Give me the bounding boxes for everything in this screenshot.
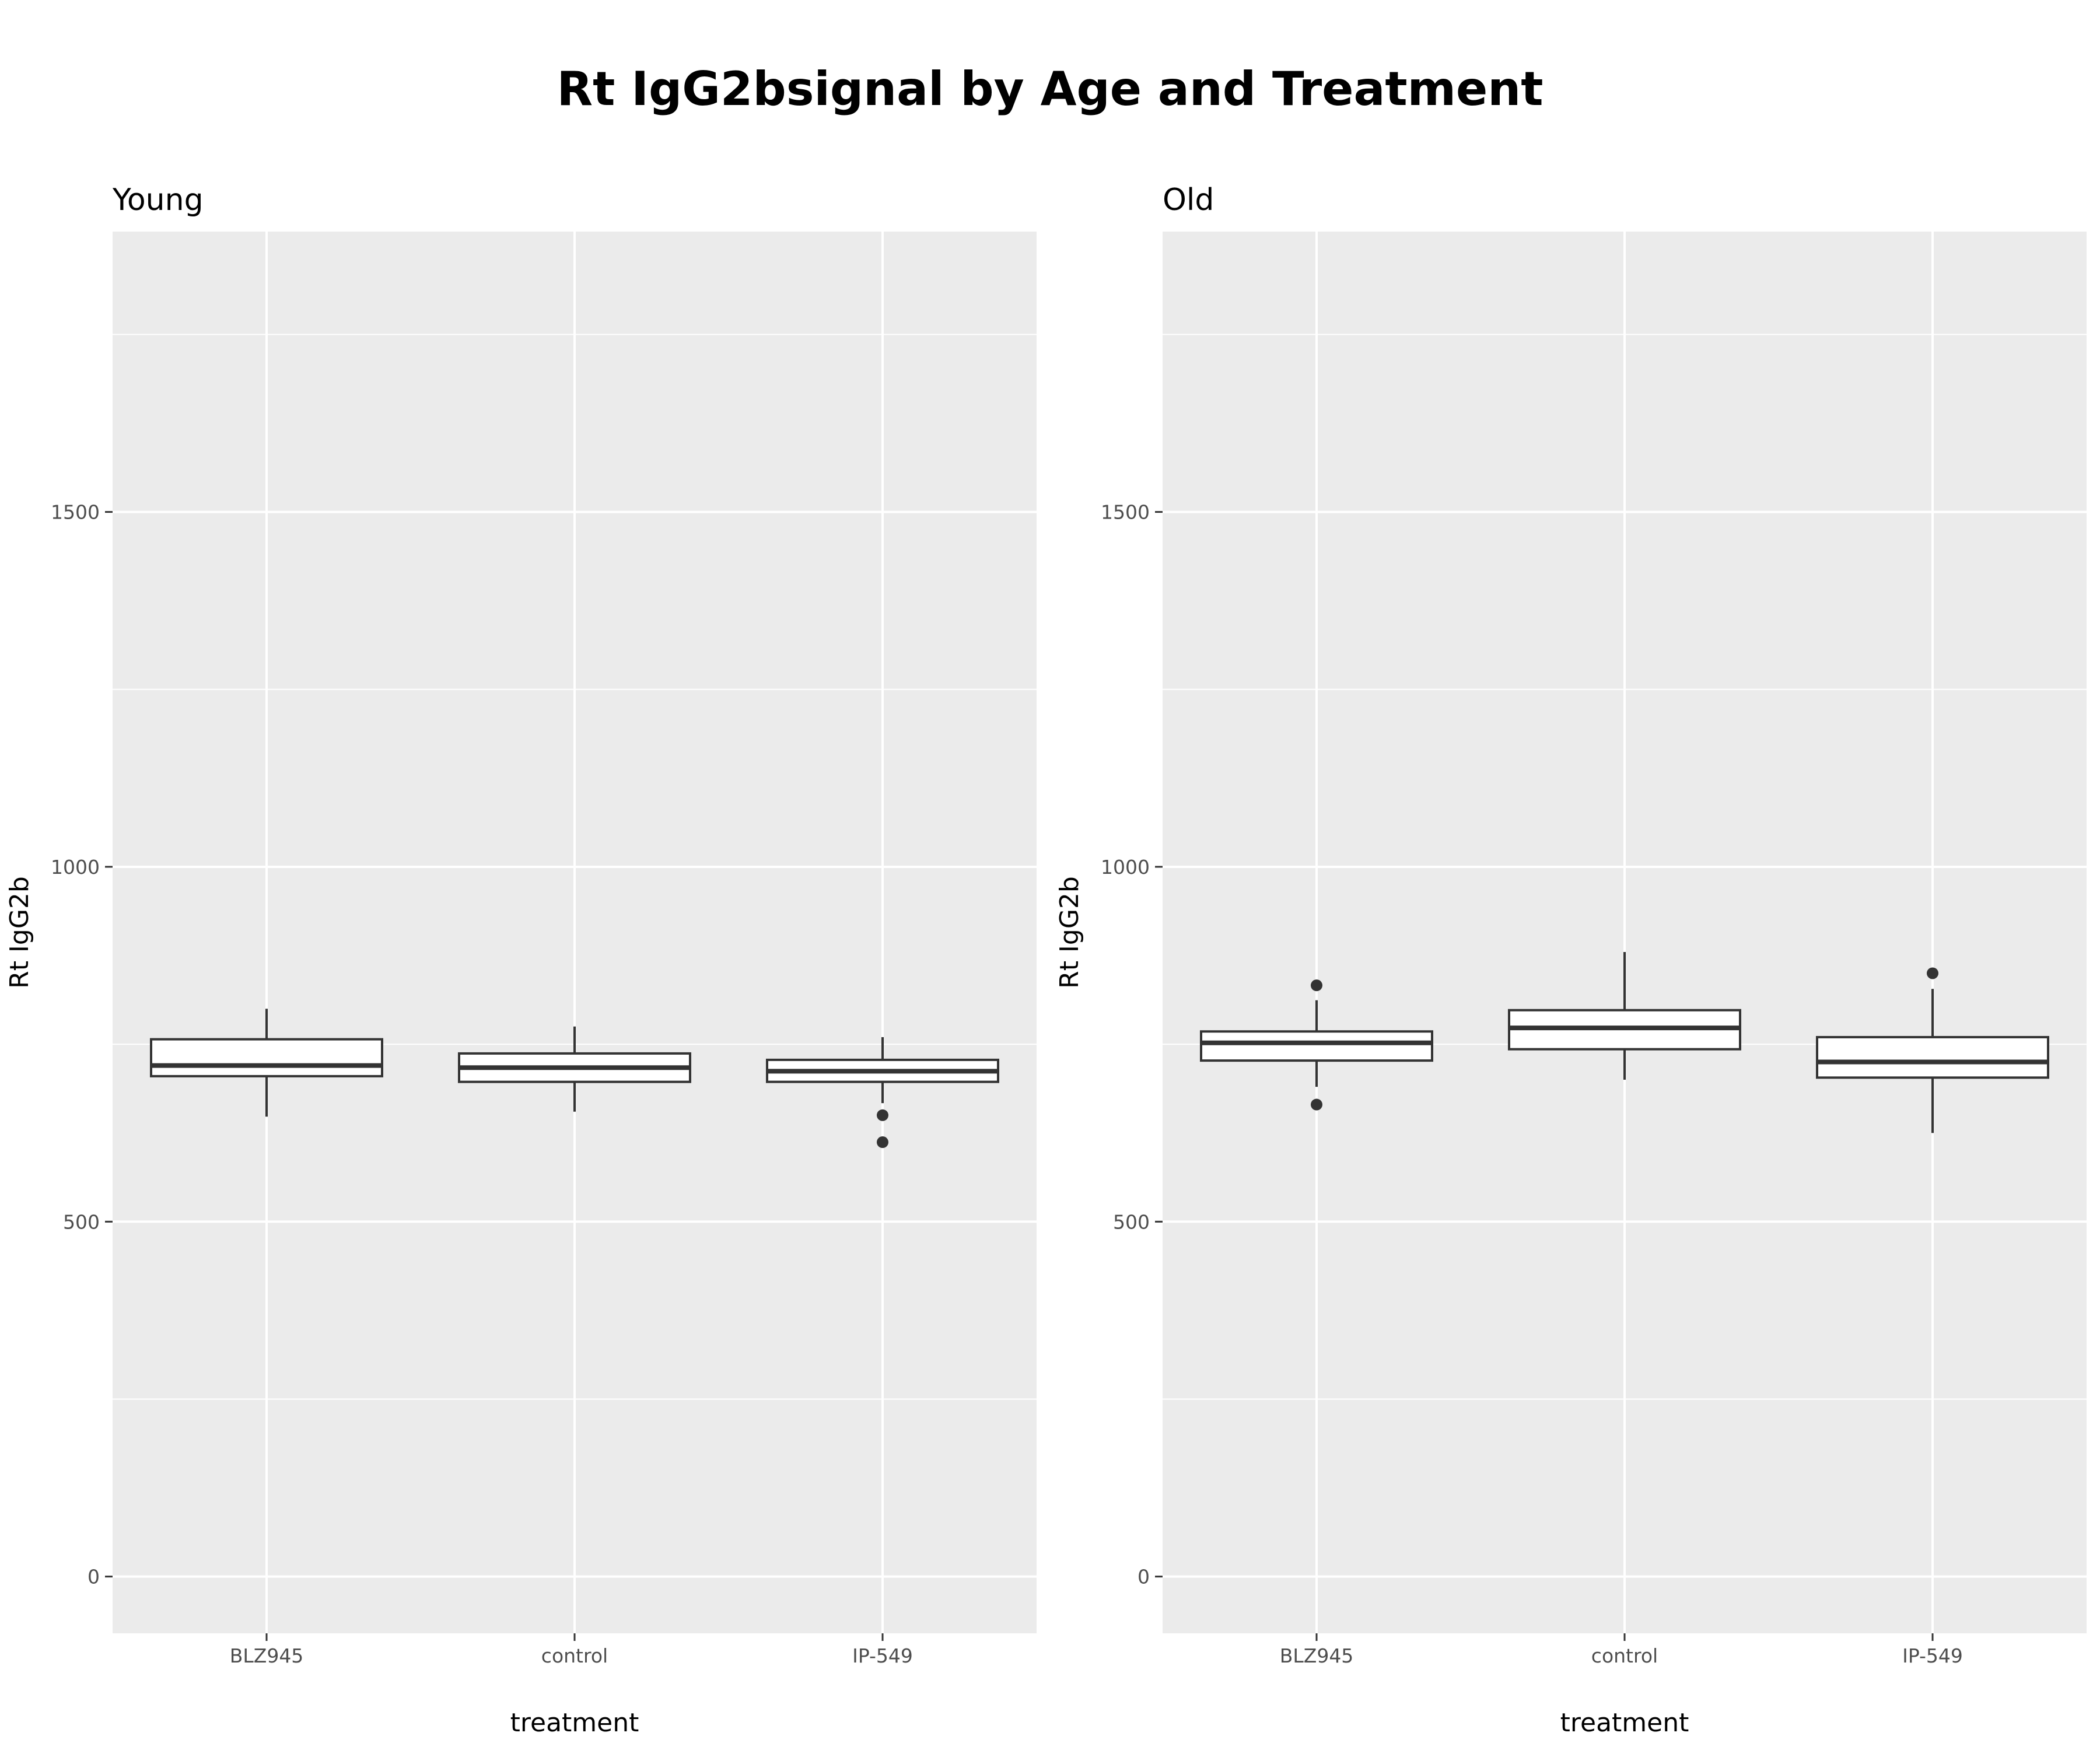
x-tick-label: IP-549 [1902,1644,1963,1667]
box-iqr [1200,1030,1433,1062]
x-tick-label: control [1591,1644,1658,1667]
x-tick-label: BLZ945 [230,1644,304,1667]
box-iqr [1816,1035,2049,1079]
box-IP-549 [1816,967,2049,1133]
y-tick-label: 1000 [51,856,100,878]
box-control [458,1026,691,1112]
box-BLZ945 [1200,979,1433,1111]
box-control [1508,951,1741,1080]
y-tick-label: 0 [88,1566,100,1588]
y-tick-label: 1500 [51,501,100,524]
panel-young: Young 0 500 1000 1500 BLZ945 control IP-549 tre… [5,183,1037,1738]
x-axis-label: treatment [1560,1708,1689,1738]
outlier-point [877,1109,888,1121]
y-tick-label: 500 [63,1210,100,1233]
y-tick-label: 500 [1113,1210,1150,1233]
x-tick-label: BLZ945 [1280,1644,1354,1667]
outlier-point [877,1136,888,1149]
outlier-point [1311,1098,1322,1111]
x-tick-label: IP-549 [852,1644,913,1667]
panel-title-old: Old [1163,183,1214,218]
x-tick-label: control [541,1644,608,1667]
outlier-point [1927,967,1938,979]
outlier-point [1311,979,1322,992]
box-BLZ945 [150,1009,383,1117]
y-axis-label: Rt IgG2b [1055,876,1084,989]
chart-title: Rt IgG2bsignal by Age and Treatment [557,62,1544,116]
y-tick-label: 1000 [1101,856,1150,878]
y-axis-label: Rt IgG2b [5,876,34,989]
box-IP-549 [766,1037,999,1149]
y-tick-label: 0 [1138,1566,1150,1588]
x-axis-label: treatment [510,1708,639,1738]
panel-title-young: Young [112,183,204,218]
box-iqr [150,1038,383,1077]
y-tick-label: 1500 [1101,501,1150,524]
panel-old: Old 0 500 1000 1500 BLZ945 control IP-549 treat… [1055,183,2087,1738]
